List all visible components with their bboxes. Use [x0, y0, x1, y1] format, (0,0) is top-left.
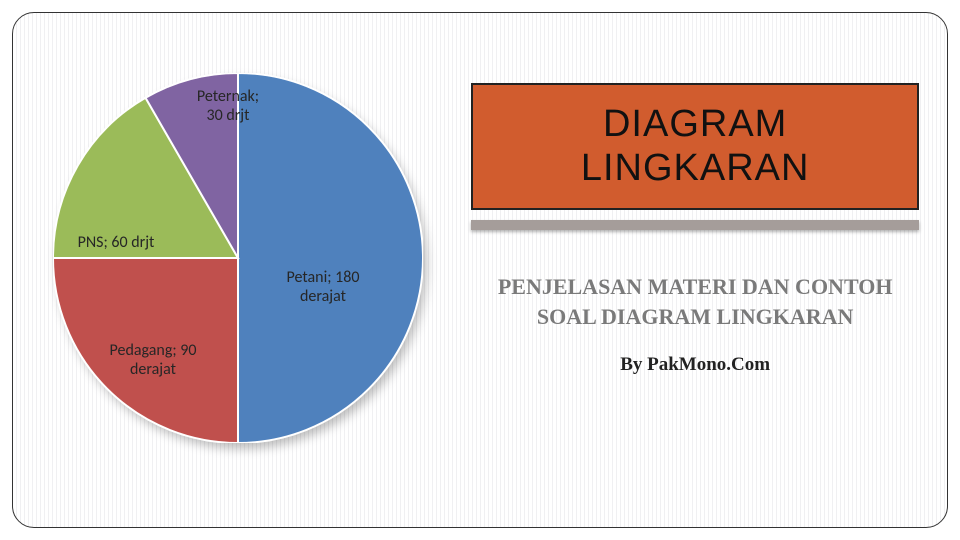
- title-underline: [471, 220, 919, 230]
- pie-label-petani: Petani; 180 derajat: [268, 268, 378, 306]
- slide-frame: Petani; 180 derajat Pedagang; 90 derajat P…: [12, 12, 948, 528]
- pie-label-pedagang: Pedagang; 90 derajat: [98, 341, 208, 379]
- content-row: Petani; 180 derajat Pedagang; 90 derajat P…: [13, 13, 947, 527]
- byline: By PakMono.Com: [471, 354, 919, 376]
- title-line-1: DIAGRAM: [485, 103, 905, 147]
- pie-chart: Petani; 180 derajat Pedagang; 90 derajat P…: [53, 73, 423, 443]
- pie-label-pns: PNS; 60 drjt: [61, 233, 171, 252]
- pie-slice-petani: [238, 73, 423, 443]
- text-panel: DIAGRAM LINGKARAN PENJELASAN MATERI DAN …: [461, 13, 947, 527]
- subtitle: PENJELASAN MATERI DAN CONTOH SOAL DIAGRA…: [471, 272, 919, 331]
- pie-label-peternak: Peternak; 30 drjt: [173, 87, 283, 125]
- chart-panel: Petani; 180 derajat Pedagang; 90 derajat P…: [13, 13, 461, 527]
- title-line-2: LINGKARAN: [485, 147, 905, 191]
- title-box: DIAGRAM LINGKARAN: [471, 83, 919, 210]
